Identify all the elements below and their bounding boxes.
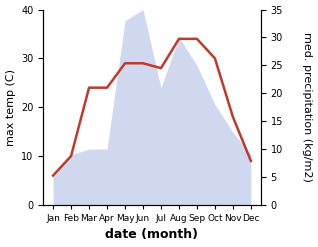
Y-axis label: med. precipitation (kg/m2): med. precipitation (kg/m2) (302, 32, 313, 182)
Y-axis label: max temp (C): max temp (C) (5, 69, 16, 146)
X-axis label: date (month): date (month) (106, 228, 198, 242)
